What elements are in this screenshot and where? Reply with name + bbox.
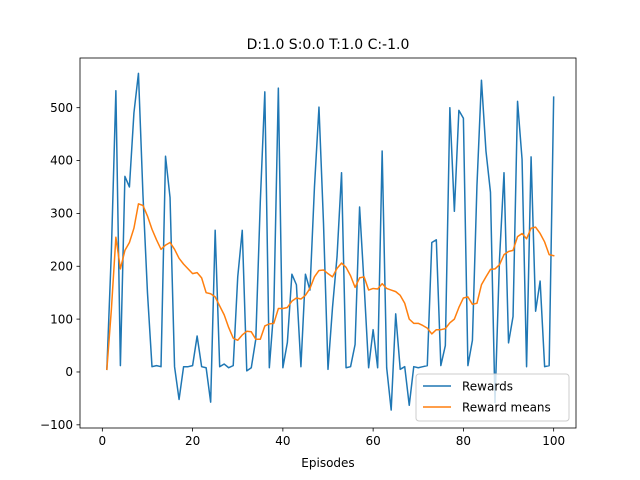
- legend: Rewards Reward means: [415, 373, 570, 422]
- series-line-reward-means: [106, 203, 555, 371]
- x-tick-label: 20: [185, 434, 200, 448]
- x-tick-label: 60: [365, 434, 380, 448]
- series-line-rewards: [106, 72, 555, 411]
- x-tick-label: 0: [99, 434, 107, 448]
- x-tick-label: 80: [456, 434, 471, 448]
- plot-frame: [79, 57, 577, 429]
- y-tick-label: 0: [65, 365, 73, 379]
- chart-title: D:1.0 S:0.0 T:1.0 C:-1.0: [247, 37, 410, 53]
- legend-label-reward-means: Reward means: [462, 401, 551, 415]
- series-group: [106, 72, 555, 411]
- plot-area: [79, 57, 577, 429]
- y-tick-label: 400: [50, 154, 73, 168]
- y-tick-label: −100: [40, 418, 73, 432]
- x-axis-label: Episodes: [301, 456, 354, 470]
- legend-box: [415, 373, 570, 422]
- x-tick-label: 100: [542, 434, 565, 448]
- x-axis: 0 20 40 60 80 100: [99, 428, 565, 448]
- y-axis: −100 0 100 200 300 400 500: [40, 101, 80, 432]
- x-tick-label: 40: [275, 434, 290, 448]
- y-tick-label: 100: [50, 312, 73, 326]
- plot-background: [80, 58, 576, 428]
- y-tick-label: 200: [50, 259, 73, 273]
- legend-label-rewards: Rewards: [462, 380, 513, 394]
- y-tick-label: 500: [50, 101, 73, 115]
- y-tick-label: 300: [50, 207, 73, 221]
